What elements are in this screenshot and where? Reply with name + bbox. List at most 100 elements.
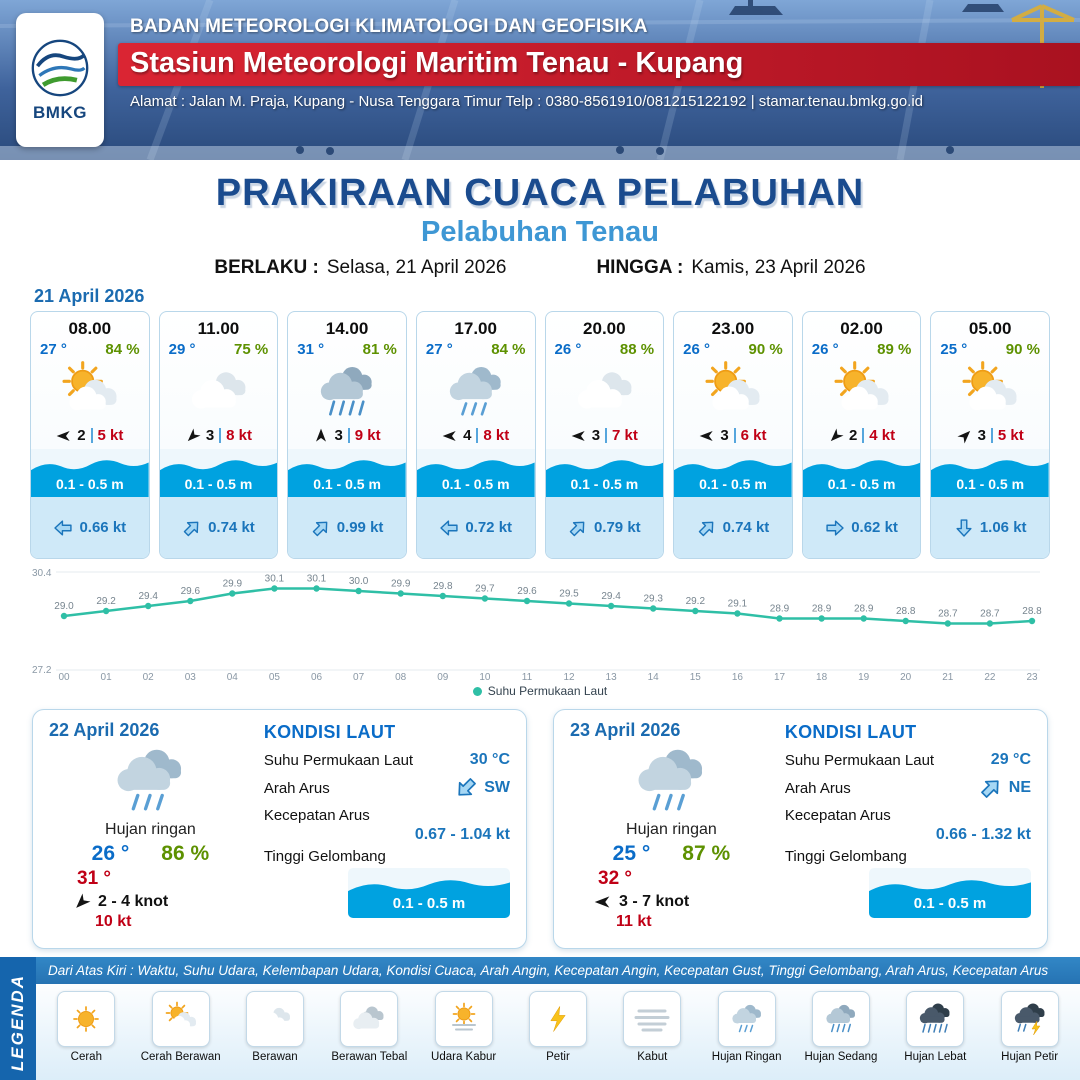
wind-direction-icon <box>442 428 458 444</box>
svg-text:10: 10 <box>479 672 491 683</box>
hourly-forecast-card: 11.00 29 ° 75 % 3 8 kt 0.1 - 0.5 m 0.74 <box>158 311 279 559</box>
wave-band: 0.1 - 0.5 m <box>869 868 1031 918</box>
wave-graphic <box>802 460 921 497</box>
current-direction-icon <box>311 518 331 538</box>
legend-icon <box>434 991 493 1047</box>
wind-row: 3 8 kt <box>160 427 278 444</box>
station-name: Stasiun Meteorologi Maritim Tenau - Kupa… <box>130 47 744 79</box>
legend-item: Udara Kabur <box>420 991 508 1064</box>
svg-text:02: 02 <box>143 672 155 683</box>
weather-icon <box>298 360 396 424</box>
svg-text:14: 14 <box>648 672 660 683</box>
sst-label: Suhu Permukaan Laut <box>784 751 935 769</box>
wind-speed: 3 <box>977 427 986 444</box>
current-speed: 0.66 kt <box>79 519 127 536</box>
wind-speed: 3 <box>334 427 343 444</box>
wave-height: 0.1 - 0.5 m <box>827 476 896 492</box>
sst-row: Suhu Permukaan Laut 30 °C <box>264 751 510 769</box>
svg-text:28.8: 28.8 <box>896 606 916 617</box>
hourly-forecast-card: 05.00 25 ° 90 % 3 5 kt 0.1 - 0.5 m 1.06 <box>930 311 1050 559</box>
svg-text:28.9: 28.9 <box>812 604 832 615</box>
svg-text:12: 12 <box>563 672 575 683</box>
current-direction-icon <box>439 518 459 538</box>
title-section: PRAKIRAAN CUACA PELABUHAN Pelabuhan Tena… <box>0 160 1080 279</box>
svg-text:29.7: 29.7 <box>475 584 495 595</box>
header-text: BADAN METEOROLOGI KLIMATOLOGI DAN GEOFIS… <box>118 0 1080 110</box>
current-direction-value: SW <box>454 776 510 800</box>
weather-icon <box>556 360 654 424</box>
hourly-forecast-card: 23.00 26 ° 90 % 3 6 kt 0.1 - 0.5 m 0.74 <box>673 311 793 559</box>
svg-text:05: 05 <box>269 672 281 683</box>
weather-icon <box>684 360 782 424</box>
humidity: 81 % <box>362 341 397 358</box>
chart-legend: Suhu Permukaan Laut <box>30 683 1050 699</box>
legend-icon <box>906 991 965 1047</box>
legend-icon <box>151 991 210 1047</box>
weather-icon <box>41 360 139 424</box>
svg-text:00: 00 <box>58 672 70 683</box>
wind-speed: 2 <box>848 427 858 444</box>
svg-text:11: 11 <box>522 672 533 683</box>
legend-main: Dari Atas Kiri : Waktu, Suhu Udara, Kele… <box>36 957 1080 1080</box>
wave-graphic <box>31 460 149 497</box>
wind-direction-icon <box>699 428 715 444</box>
wave-band: 0.1 - 0.5 m <box>31 449 149 497</box>
svg-text:28.9: 28.9 <box>770 604 790 615</box>
legend-item: Cerah <box>42 991 130 1064</box>
wave-band: 0.1 - 0.5 m <box>545 449 664 497</box>
wind-direction-icon <box>594 893 612 911</box>
temp-humidity-row: 26 ° 88 % <box>546 341 664 358</box>
wind-row: 3 7 kt <box>546 427 664 444</box>
svg-text:30.1: 30.1 <box>307 574 327 585</box>
humidity: 86 % <box>161 842 210 865</box>
valid-from: BERLAKU : Selasa, 21 April 2026 <box>214 257 506 279</box>
weather-icon <box>813 360 911 424</box>
svg-text:30.0: 30.0 <box>349 576 369 587</box>
legend-label: Hujan Lebat <box>904 1051 967 1063</box>
legend-label: Kabut <box>637 1051 668 1063</box>
legend-icon <box>57 991 116 1047</box>
legend-icon <box>245 991 304 1047</box>
daily-forecast-row: 22 April 2026 Hujan ringan 26 ° 86 % 31 … <box>0 699 1080 949</box>
current-direction-icon <box>697 518 717 538</box>
wave-graphic <box>674 460 792 497</box>
svg-text:09: 09 <box>437 672 449 683</box>
svg-text:29.6: 29.6 <box>517 586 537 597</box>
wave-label: Tinggi Gelombang <box>784 848 907 865</box>
gust-speed: 4 kt <box>869 427 896 444</box>
weather-icon <box>170 360 268 424</box>
wind-direction-icon <box>313 428 329 444</box>
bmkg-logo-text: BMKG <box>33 102 87 122</box>
wave-height: 0.1 - 0.5 m <box>441 476 510 492</box>
wind-speed: 3 <box>591 427 601 444</box>
legend-item: Hujan Petir <box>986 991 1074 1064</box>
svg-text:07: 07 <box>353 672 365 683</box>
wind-row: 2 5 kt <box>31 427 149 444</box>
current-direction-icon <box>182 518 202 538</box>
wind-row: 3 - 7 knot <box>594 893 773 911</box>
wave-height: 0.1 - 0.5 m <box>956 476 1025 492</box>
humidity: 84 % <box>491 341 526 358</box>
air-temperature: 25 ° <box>940 341 968 358</box>
current-speed: 0.72 kt <box>465 519 513 536</box>
temp-humidity-row: 25 ° 90 % <box>931 341 1049 358</box>
current-speed-label: Kecepatan Arus <box>784 807 891 824</box>
legend-label: Hujan Sedang <box>804 1051 878 1063</box>
current-speed: 0.66 - 1.32 kt <box>935 826 1031 843</box>
weather-icon <box>91 741 209 821</box>
current-direction-row: Arah Arus NE <box>785 776 1031 800</box>
wind-direction-icon <box>571 428 587 444</box>
current-speed: 0.62 kt <box>851 519 898 536</box>
wind-direction-icon <box>56 428 72 444</box>
sea-conditions-column: KONDISI LAUT Suhu Permukaan Laut 29 °C A… <box>785 720 1031 938</box>
hourly-forecast-row: 08.00 27 ° 84 % 2 5 kt 0.1 - 0.5 m 0.66 <box>0 311 1080 559</box>
current-speed: 0.74 kt <box>722 519 770 536</box>
wave-band: 0.1 - 0.5 m <box>674 449 792 497</box>
svg-text:08: 08 <box>395 672 407 683</box>
current-direction: NE <box>1008 779 1031 796</box>
chart-legend-label: Suhu Permukaan Laut <box>487 684 608 698</box>
divider <box>219 428 222 443</box>
legend-item: Hujan Ringan <box>703 991 791 1064</box>
divider <box>862 428 865 443</box>
weather-condition: Hujan ringan <box>626 821 717 838</box>
